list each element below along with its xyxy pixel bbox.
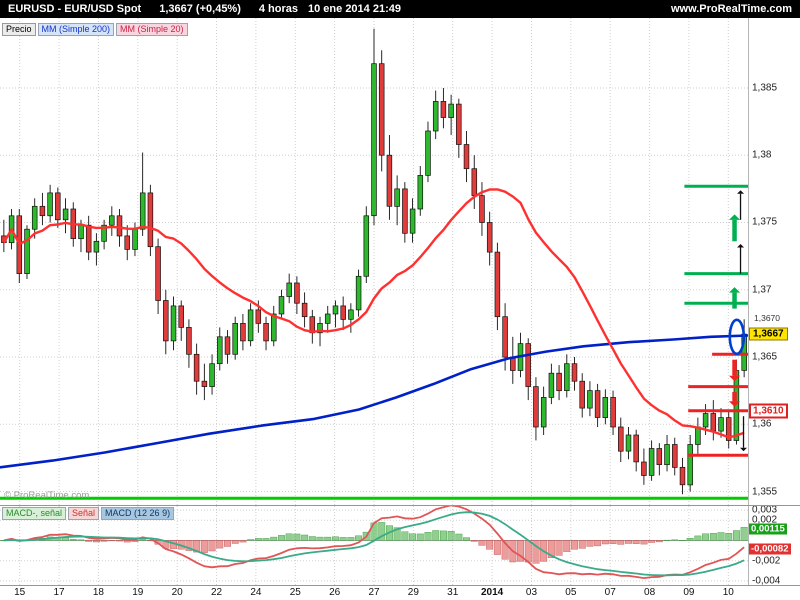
price-series-label: Precio [2,23,36,36]
price-axis-label: 1,37 [752,284,772,296]
datetime-label: 10 ene 2014 21:49 [308,3,401,15]
time-axis-label: 07 [604,587,616,598]
time-axis-label: 22 [210,587,223,598]
time-axis-label: 27 [368,587,380,598]
legend-ma200-chip[interactable]: MM (Simple 200) [37,23,115,36]
macd-legend: MACD-, señal Señal MACD (12 26 9) [2,507,176,520]
time-axis-label: 10 [722,587,734,598]
title-bar: EURUSD - EUR/USD Spot 1,3667 (+0,45%) 4 … [0,0,800,18]
signal-value-badge: -0,00082 [749,543,791,555]
price-axis-label: 1,385 [752,82,778,94]
legend-macd-chip[interactable]: MACD (12 26 9) [101,507,175,520]
symbol-title: EURUSD - EUR/USD Spot [8,3,142,15]
legend-ma20-chip[interactable]: MM (Simple 20) [116,23,188,36]
price-legend: Precio MM (Simple 200) MM (Simple 20) [2,23,190,36]
time-axis-label: 20 [171,587,183,598]
price-axis-label: 1,375 [752,216,778,228]
macd-axis: 0,003 0,002 -0,002 -0,004 0,00115 -0,00082 [748,506,800,585]
time-axis-label: 19 [132,587,144,598]
time-axis-label: 05 [565,587,577,598]
macd-axis-label: -0,004 [752,575,781,585]
support-price-badge: 1,3610 [749,403,788,419]
price-chart-canvas[interactable] [0,18,748,505]
timeframe-label: 4 horas [258,3,299,15]
macd-value-badge: 0,00115 [749,523,787,535]
macd-axis-label: 0,002 [752,514,778,526]
price-axis-label: 1,355 [752,486,778,498]
time-axis: 15 17 18 19 20 22 24 25 26 27 29 31 2014 03 05 07 08 09 10 [0,585,800,600]
price-axis-label: 1,365 [752,351,778,363]
time-axis-label: 17 [53,587,65,598]
time-axis-label: 25 [289,587,301,598]
price-level-label: 1,3670 [754,313,780,323]
price-axis-label: 1,38 [752,149,772,161]
price-axis-label: 1,36 [752,418,772,430]
macd-axis-label: -0,002 [752,555,781,567]
time-axis-label: 03 [525,587,538,598]
watermark: © ProRealTime.com [4,490,90,501]
macd-panel: MACD-, señal Señal MACD (12 26 9) 0,003 0… [0,505,800,585]
price-axis: 1,385 1,38 1,375 1,37 1,365 1,36 1,355 1,3670 1,… [748,18,800,505]
last-quote: 1,3667 (+0,45%) [159,3,241,15]
time-axis-label: 09 [683,587,695,598]
macd-axis-label: 0,003 [752,506,778,516]
current-price-badge: 1,3667 [749,327,788,341]
time-axis-label: 15 [14,587,26,598]
price-panel: Precio MM (Simple 200) MM (Simple 20) © … [0,18,800,505]
time-axis-label: 2014 [480,587,504,598]
legend-macd-hist-chip[interactable]: MACD-, señal [2,507,67,520]
time-axis-label: 31 [447,587,459,598]
site-link[interactable]: www.ProRealTime.com [670,3,792,15]
time-axis-label: 29 [407,587,419,598]
time-axis-label: 08 [644,587,656,598]
time-axis-label: 24 [250,587,262,598]
legend-signal-chip[interactable]: Señal [68,507,100,520]
macd-chart-canvas[interactable] [0,506,748,585]
time-axis-label: 26 [329,587,341,598]
time-axis-label: 18 [92,587,104,598]
